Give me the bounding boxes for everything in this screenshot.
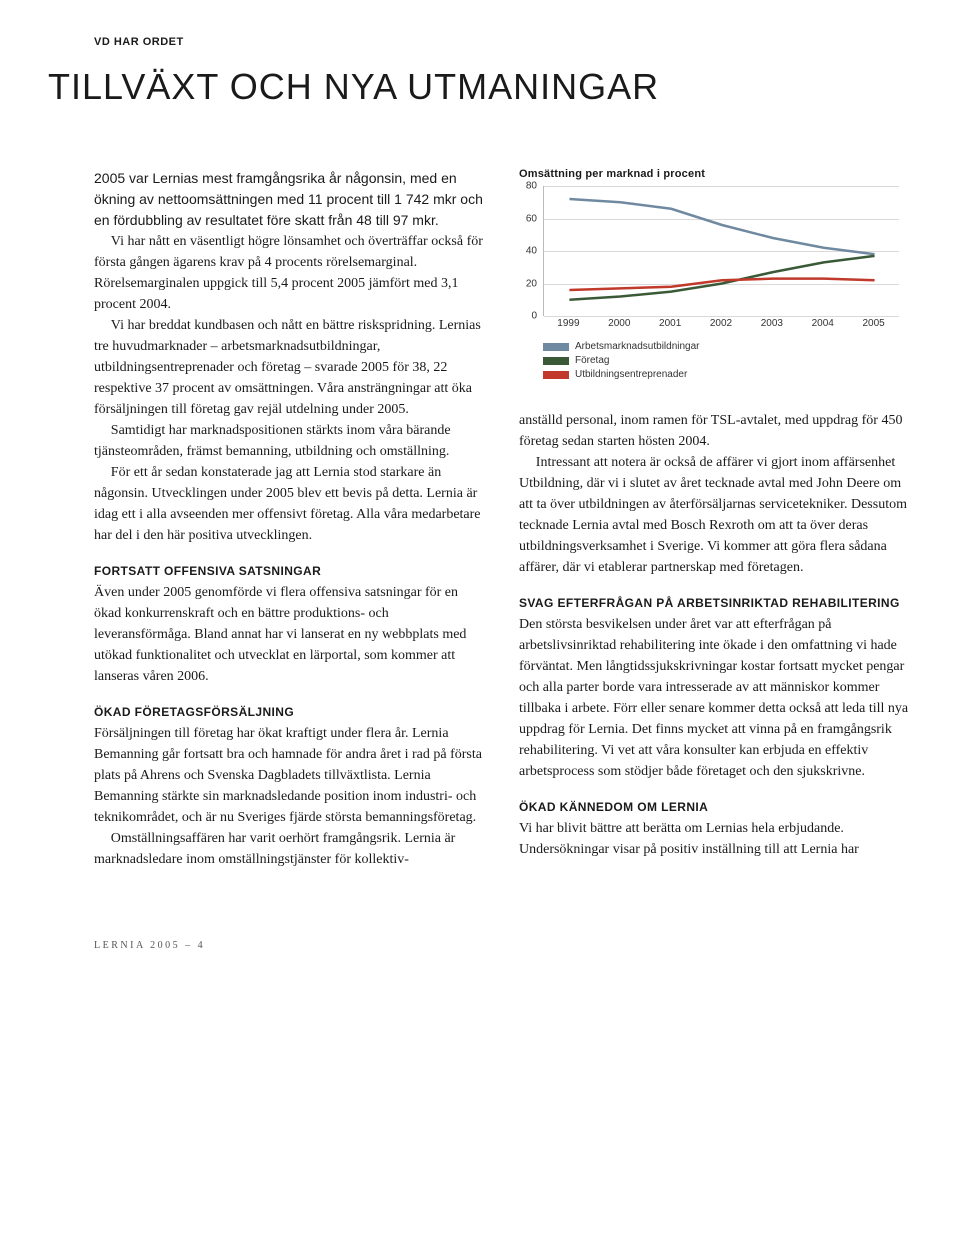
subheading: FORTSATT OFFENSIVA SATSNINGAR xyxy=(94,564,487,578)
chart-plot-area xyxy=(543,186,899,316)
body-paragraph: Även under 2005 genomförde vi flera offe… xyxy=(94,582,487,687)
chart-x-tick: 2003 xyxy=(746,318,797,336)
chart-series-line xyxy=(569,199,874,254)
chart-y-tick: 80 xyxy=(526,181,537,192)
chart-legend-item: Arbetsmarknadsutbildningar xyxy=(543,340,912,354)
line-chart: 020406080 1999200020012002200320042005 xyxy=(519,186,899,336)
chart-x-tick: 2000 xyxy=(594,318,645,336)
body-paragraph: För ett år sedan konstaterade jag att Le… xyxy=(94,462,487,546)
chart-y-tick: 60 xyxy=(526,213,537,224)
chart-x-tick: 2005 xyxy=(848,318,899,336)
legend-swatch xyxy=(543,343,569,351)
body-paragraph: Samtidigt har marknadspositionen stärkts… xyxy=(94,420,487,462)
right-column: Omsättning per marknad i procent 0 20 40 60… xyxy=(519,168,912,870)
chart-y-tick: 40 xyxy=(526,246,537,257)
chart-x-tick: 2001 xyxy=(645,318,696,336)
body-paragraph: anställd personal, inom ramen för TSL-av… xyxy=(519,410,912,452)
legend-label: Arbetsmarknadsutbildningar xyxy=(575,340,700,354)
chart-x-tick: 2002 xyxy=(696,318,747,336)
chart-lines xyxy=(544,186,900,316)
body-paragraph: Den största besvikelsen under året var a… xyxy=(519,614,912,782)
body-paragraph: Vi har blivit bättre att berätta om Lern… xyxy=(519,818,912,860)
chart-gridline xyxy=(544,316,899,317)
legend-swatch xyxy=(543,357,569,365)
chart-legend: ArbetsmarknadsutbildningarFöretagUtbildn… xyxy=(519,340,912,382)
subheading: ÖKAD FÖRETAGSFÖRSÄLJNING xyxy=(94,705,487,719)
content-columns: 2005 var Lernias mest framgångsrika år n… xyxy=(48,168,912,870)
chart-x-tick: 1999 xyxy=(543,318,594,336)
body-paragraph: Försäljningen till företag har ökat kraf… xyxy=(94,723,487,828)
chart-y-tick: 20 xyxy=(526,278,537,289)
body-paragraph: Vi har breddat kundbasen och nått en bät… xyxy=(94,315,487,420)
subheading: SVAG EFTERFRÅGAN PÅ ARBETSINRIKTAD REHAB… xyxy=(519,596,912,610)
chart-legend-item: Företag xyxy=(543,354,912,368)
body-paragraph: Intressant att notera är också de affäre… xyxy=(519,452,912,578)
chart-y-axis: 020406080 xyxy=(519,186,541,316)
intro-paragraph: 2005 var Lernias mest framgångsrika år n… xyxy=(94,168,487,231)
subheading: ÖKAD KÄNNEDOM OM LERNIA xyxy=(519,800,912,814)
chart-block: Omsättning per marknad i procent 0 20 40 60… xyxy=(519,168,912,382)
chart-title: Omsättning per marknad i procent xyxy=(519,168,912,180)
chart-y-tick: 0 xyxy=(531,311,537,322)
page-title: TILLVÄXT OCH NYA UTMANINGAR xyxy=(48,66,912,108)
chart-x-tick: 2004 xyxy=(797,318,848,336)
legend-swatch xyxy=(543,371,569,379)
page-footer: LERNIA 2005 – 4 xyxy=(48,940,912,951)
chart-x-axis: 1999200020012002200320042005 xyxy=(543,318,899,336)
legend-label: Utbildningsentreprenader xyxy=(575,368,687,382)
legend-label: Företag xyxy=(575,354,609,368)
body-paragraph: Omställningsaffären har varit oerhört fr… xyxy=(94,828,487,870)
chart-legend-item: Utbildningsentreprenader xyxy=(543,368,912,382)
section-kicker: VD HAR ORDET xyxy=(94,36,912,48)
body-paragraph: Vi har nått en väsentligt högre lönsamhe… xyxy=(94,231,487,315)
left-column: 2005 var Lernias mest framgångsrika år n… xyxy=(94,168,487,870)
